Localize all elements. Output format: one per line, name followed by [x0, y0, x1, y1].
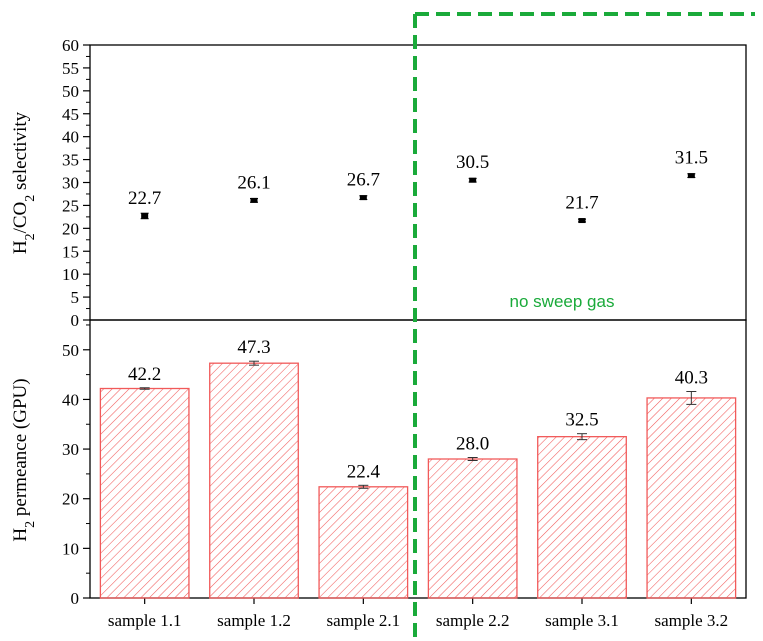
top-y-tick-label: 20: [62, 219, 79, 238]
point-value-label: 26.1: [237, 172, 270, 193]
bottom-y-axis: 0 10 20 30 40 50: [62, 324, 90, 608]
bar-value-label: 40.3: [675, 367, 708, 388]
selectivity-point: [687, 173, 695, 179]
permeance-bar: [646, 397, 737, 599]
bottom-y-tick-label: 40: [62, 390, 79, 409]
bar-value-label: 28.0: [456, 434, 489, 455]
bottom-y-tick-label: 50: [62, 341, 79, 360]
no-sweep-gas-label: no sweep gas: [510, 292, 615, 311]
bottom-y-tick-label: 0: [71, 589, 80, 608]
top-y-tick-label: 0: [71, 311, 80, 330]
x-axis: sample 1.1 sample 1.2 sample 2.1 sample 2.2…: [108, 598, 728, 630]
top-plot-frame: [89, 44, 747, 321]
top-y-tick-label: 25: [62, 196, 79, 215]
bottom-plot-frame: [89, 319, 747, 599]
permeance-bars: 42.2 47.3 22.4 28.0 32.5 40.3: [99, 337, 737, 599]
point-value-label: 21.7: [565, 193, 598, 214]
bottom-y-tick-label: 10: [62, 539, 79, 558]
permeance-bar: [318, 486, 409, 599]
selectivity-point: [469, 177, 477, 183]
bottom-y-axis-title: H2 permeance (GPU): [10, 378, 38, 541]
selectivity-point: [578, 218, 586, 224]
selectivity-point: [359, 195, 367, 201]
bar-value-label: 32.5: [565, 410, 598, 431]
bottom-y-tick-label: 20: [62, 490, 79, 509]
top-y-tick-label: 5: [71, 288, 80, 307]
x-tick-label: sample 3.2: [655, 611, 729, 630]
permeance-bar: [427, 458, 518, 599]
selectivity-points: 22.7 26.1 26.7 30.5 21.7 31.5: [128, 148, 708, 224]
bar-value-label: 47.3: [237, 337, 270, 358]
top-y-tick-label: 10: [62, 265, 79, 284]
top-y-tick-label: 30: [62, 174, 79, 193]
no-sweep-gas-region: no sweep gas: [413, 12, 755, 641]
top-y-tick-label: 40: [62, 128, 79, 147]
permeance-bar: [537, 436, 627, 599]
x-tick-label: sample 1.1: [108, 611, 182, 630]
point-value-label: 30.5: [456, 152, 489, 173]
x-tick-label: sample 2.1: [327, 611, 401, 630]
bar-value-label: 22.4: [347, 461, 381, 482]
point-value-label: 22.7: [128, 188, 161, 209]
point-value-label: 26.7: [347, 170, 380, 191]
permeance-bar: [99, 387, 190, 599]
point-value-label: 31.5: [675, 148, 708, 169]
selectivity-point: [141, 213, 149, 219]
top-y-tick-label: 60: [62, 36, 79, 55]
bottom-y-tick-label: 30: [62, 440, 79, 459]
x-tick-label: sample 2.2: [436, 611, 510, 630]
top-y-tick-label: 50: [62, 82, 79, 101]
top-y-axis-title: H2/CO2 selectivity: [10, 111, 38, 254]
x-tick-label: sample 3.1: [545, 611, 619, 630]
x-tick-label: sample 1.2: [217, 611, 291, 630]
top-y-tick-label: 45: [62, 105, 79, 124]
top-y-tick-label: 15: [62, 242, 79, 261]
permeance-bar: [209, 362, 299, 599]
top-y-axis: 0 5 10 15 20 25 30 35 40 45 50 55 60: [62, 36, 90, 330]
selectivity-point: [250, 197, 258, 203]
bar-value-label: 42.2: [128, 364, 161, 385]
top-y-tick-label: 35: [62, 151, 79, 170]
top-y-tick-label: 55: [62, 59, 79, 78]
